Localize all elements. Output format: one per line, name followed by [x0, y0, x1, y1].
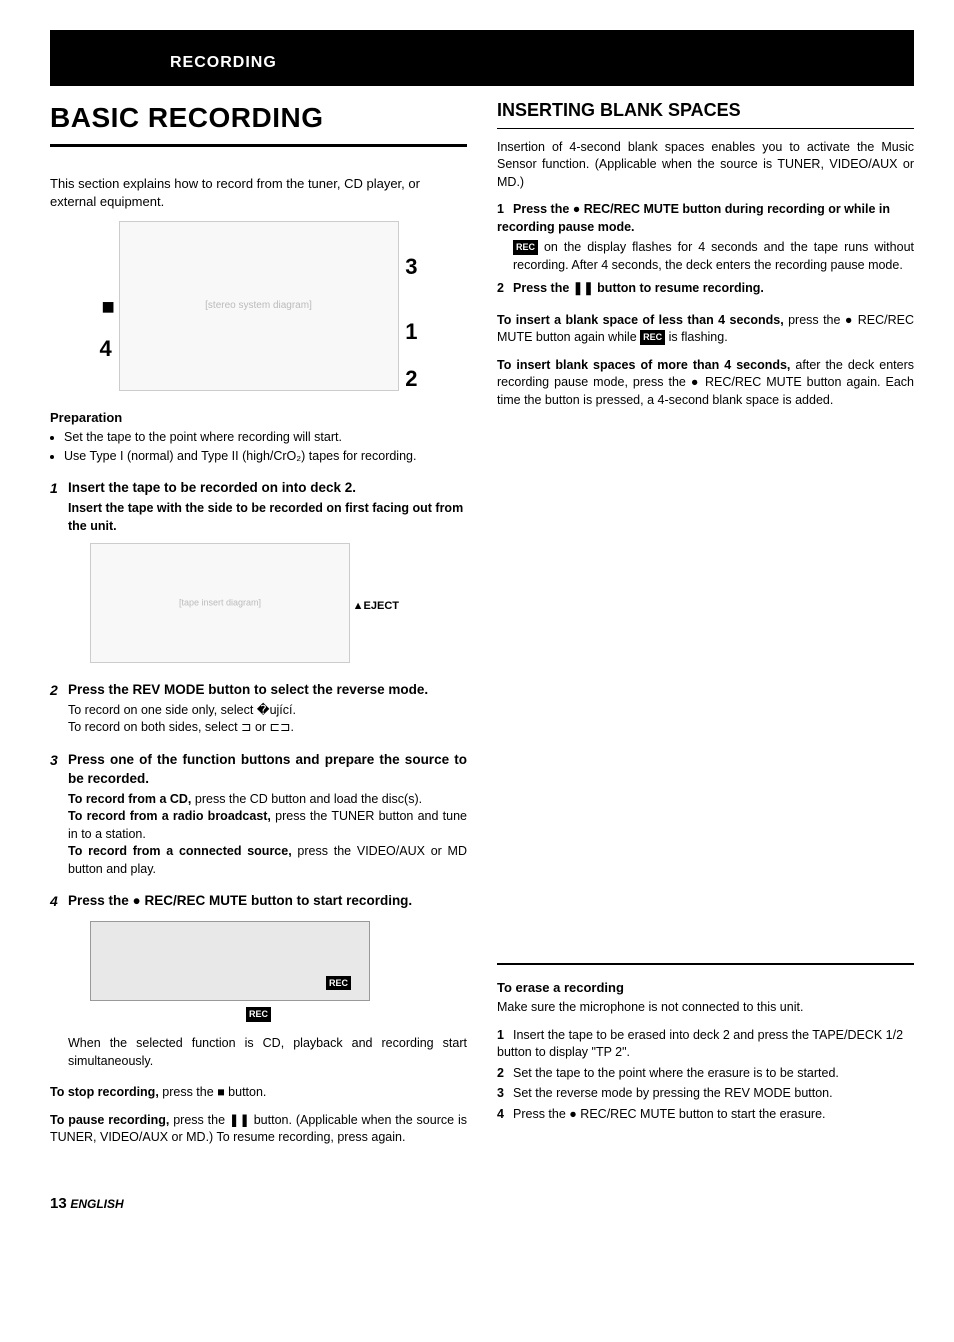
- step-title: Insert the tape to be recorded on into d…: [68, 479, 467, 498]
- callout-4: 4: [100, 334, 112, 365]
- rec-badge-caption: REC: [246, 1007, 271, 1022]
- para-more-4s: To insert blank spaces of more than 4 se…: [497, 357, 914, 410]
- step-para: To record from a radio broadcast, press …: [68, 808, 467, 843]
- title-blank-spaces: INSERTING BLANK SPACES: [497, 98, 914, 128]
- eject-label: ▲EJECT: [353, 599, 399, 614]
- erase-step: 3Set the reverse mode by pressing the RE…: [497, 1085, 914, 1103]
- prep-bullet: Use Type I (normal) and Type II (high/Cr…: [64, 448, 467, 466]
- prep-bullets: Set the tape to the point where recordin…: [50, 429, 467, 465]
- step-4: 4 Press the ● REC/REC MUTE button to sta…: [50, 892, 467, 913]
- footer: 13 ENGLISH: [50, 1193, 914, 1214]
- right-step-2: 2Press the ❚❚ button to resume recording…: [497, 280, 914, 298]
- step-title: Press the REV MODE button to select the …: [68, 681, 467, 700]
- intro-text: This section explains how to record from…: [50, 175, 467, 211]
- callout-3: 3: [405, 252, 417, 283]
- step-1: 1 Insert the tape to be recorded on into…: [50, 479, 467, 535]
- step-title: Press one of the function buttons and pr…: [68, 751, 467, 789]
- columns: BASIC RECORDING This section explains ho…: [50, 98, 914, 1156]
- right-step-1: 1Press the ● REC/REC MUTE button during …: [497, 201, 914, 236]
- callout-1: 1: [405, 317, 417, 348]
- step-num: 1: [50, 479, 68, 535]
- step-para: To record from a connected source, press…: [68, 843, 467, 878]
- pause-text: To pause recording, press the ❚❚ button.…: [50, 1112, 467, 1147]
- erase-step: 4Press the ● REC/REC MUTE button to star…: [497, 1106, 914, 1124]
- rec-badge: REC: [640, 330, 665, 345]
- step-3: 3 Press one of the function buttons and …: [50, 751, 467, 878]
- section-header: RECORDING: [50, 30, 914, 86]
- right-intro: Insertion of 4-second blank spaces enabl…: [497, 139, 914, 192]
- display-panel-diagram: REC: [90, 921, 370, 1001]
- right-step-1-body: REC on the display flashes for 4 seconds…: [497, 239, 914, 274]
- step-num: 2: [50, 681, 68, 737]
- para-less-4s: To insert a blank space of less than 4 s…: [497, 312, 914, 347]
- deck-insert-diagram: [tape insert diagram] ▲EJECT: [90, 543, 350, 663]
- prep-heading: Preparation: [50, 409, 467, 427]
- erase-heading: To erase a recording: [497, 979, 914, 997]
- page: RECORDING BASIC RECORDING This section e…: [0, 0, 954, 1234]
- right-column: INSERTING BLANK SPACES Insertion of 4-se…: [497, 98, 914, 1156]
- erase-step: 2Set the tape to the point where the era…: [497, 1065, 914, 1083]
- rec-badge: REC: [513, 240, 538, 255]
- erase-step: 1Insert the tape to be erased into deck …: [497, 1027, 914, 1062]
- rec-badge: REC: [326, 976, 351, 991]
- left-column: BASIC RECORDING This section explains ho…: [50, 98, 467, 1156]
- stereo-diagram: [stereo system diagram] 3 1 2 4 ■: [119, 221, 399, 391]
- title-basic-recording: BASIC RECORDING: [50, 98, 467, 146]
- prep-bullet: Set the tape to the point where recordin…: [64, 429, 467, 447]
- page-number: 13: [50, 1195, 67, 1212]
- stop-icon: ■: [102, 292, 115, 323]
- erase-intro: Make sure the microphone is not connecte…: [497, 999, 914, 1017]
- divider: [497, 963, 914, 965]
- step-num: 4: [50, 892, 68, 913]
- step-after-text: When the selected function is CD, playba…: [50, 1035, 467, 1070]
- step-line: To record on one side only, select �ujíc…: [68, 702, 467, 720]
- step-2: 2 Press the REV MODE button to select th…: [50, 681, 467, 737]
- step-line: To record on both sides, select ⊐ or ⊏⊐.: [68, 719, 467, 737]
- step-title: Press the ● REC/REC MUTE button to start…: [68, 892, 467, 911]
- page-lang: ENGLISH: [70, 1197, 123, 1211]
- stop-text: To stop recording, press the ■ button.: [50, 1084, 467, 1102]
- step-para: To record from a CD, press the CD button…: [68, 791, 467, 809]
- step-num: 3: [50, 751, 68, 878]
- step-subtext: Insert the tape with the side to be reco…: [68, 500, 467, 535]
- callout-2: 2: [405, 364, 417, 395]
